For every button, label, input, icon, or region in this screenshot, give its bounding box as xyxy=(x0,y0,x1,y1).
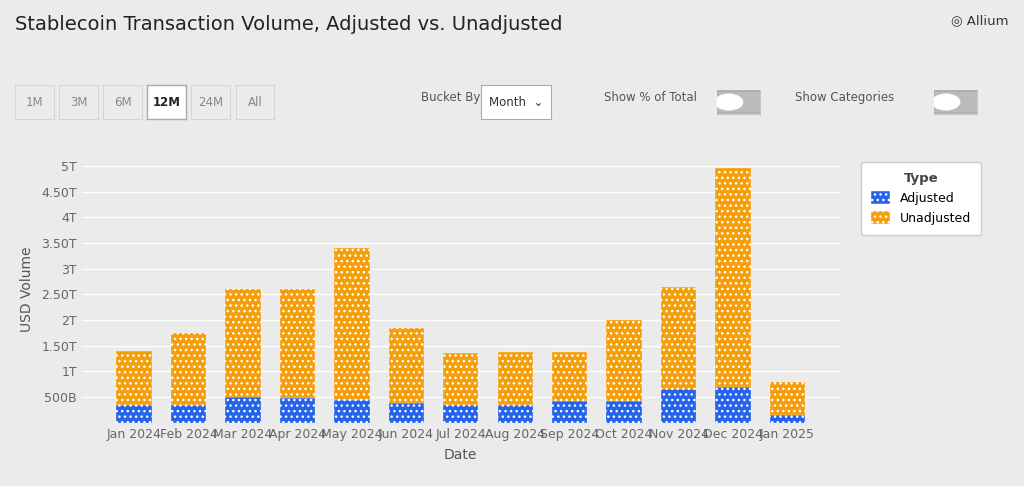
Legend: Adjusted, Unadjusted: Adjusted, Unadjusted xyxy=(861,162,981,235)
Text: Show % of Total: Show % of Total xyxy=(604,91,696,104)
Bar xyxy=(770,382,805,415)
Bar xyxy=(334,248,370,399)
Text: All: All xyxy=(248,96,262,108)
Bar xyxy=(770,415,805,423)
Bar xyxy=(660,389,696,423)
Bar xyxy=(225,397,261,423)
Bar xyxy=(498,352,532,405)
Text: Bucket By: Bucket By xyxy=(421,91,480,104)
Text: 6M: 6M xyxy=(114,96,132,108)
Bar xyxy=(171,333,206,405)
Bar xyxy=(280,289,315,398)
Bar xyxy=(552,401,588,423)
Bar xyxy=(117,351,152,405)
Bar xyxy=(552,352,588,401)
Bar xyxy=(389,328,424,403)
Bar xyxy=(334,399,370,423)
Y-axis label: USD Volume: USD Volume xyxy=(20,246,35,332)
Bar xyxy=(716,387,751,423)
Bar xyxy=(716,168,751,387)
Text: Stablecoin Transaction Volume, Adjusted vs. Unadjusted: Stablecoin Transaction Volume, Adjusted … xyxy=(15,15,563,34)
Bar xyxy=(280,398,315,423)
Text: Show Categories: Show Categories xyxy=(796,91,894,104)
Bar xyxy=(443,353,478,405)
Bar xyxy=(171,405,206,423)
Text: 12M: 12M xyxy=(153,96,181,108)
Circle shape xyxy=(715,94,742,110)
Text: Month  ⌄: Month ⌄ xyxy=(488,96,544,108)
Text: 1M: 1M xyxy=(26,96,44,108)
Text: 24M: 24M xyxy=(199,96,223,108)
Bar xyxy=(389,403,424,423)
Bar xyxy=(498,405,532,423)
Bar xyxy=(660,287,696,389)
Bar xyxy=(443,405,478,423)
Bar xyxy=(606,401,642,423)
Text: ◎ Allium: ◎ Allium xyxy=(951,15,1009,28)
Bar xyxy=(117,405,152,423)
X-axis label: Date: Date xyxy=(444,448,477,462)
Bar xyxy=(225,289,261,397)
FancyBboxPatch shape xyxy=(716,91,761,113)
Bar xyxy=(606,320,642,401)
Text: 3M: 3M xyxy=(70,96,88,108)
Circle shape xyxy=(932,94,959,110)
FancyBboxPatch shape xyxy=(933,91,978,113)
